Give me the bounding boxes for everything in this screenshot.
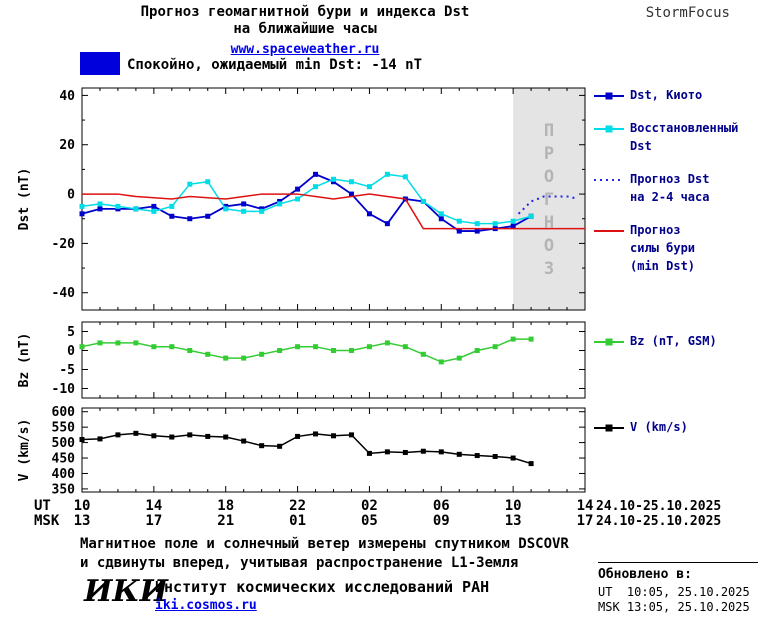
legend-bz: Bz (nT, GSM) — [594, 332, 756, 365]
spaceweather-link[interactable]: www.spaceweather.ru — [230, 42, 380, 57]
svg-text:-40: -40 — [52, 286, 76, 301]
updated-msk: MSK 13:05, 25.10.2025 — [598, 600, 750, 614]
forecast-region — [513, 88, 585, 310]
svg-text:0: 0 — [67, 188, 75, 203]
svg-text:40: 40 — [59, 89, 75, 104]
legend-item: V (km/s) — [594, 418, 756, 436]
svg-text:14: 14 — [145, 498, 162, 514]
svg-text:10: 10 — [505, 498, 522, 514]
svg-text:21: 21 — [217, 513, 234, 529]
svg-text:09: 09 — [433, 513, 450, 529]
legend-item: Восстановленный Dst — [594, 119, 756, 155]
storm-level-text: Спокойно, ожидаемый min Dst: -14 nT — [127, 57, 423, 73]
svg-text:450: 450 — [52, 452, 76, 467]
svg-text:17: 17 — [577, 513, 594, 529]
legend-label: V (km/s) — [630, 420, 688, 434]
bz-series-0 — [81, 338, 532, 363]
legend-swatch-icon — [594, 338, 624, 346]
updated-label: Обновлено в: — [598, 567, 692, 582]
svg-text:02: 02 — [361, 498, 378, 514]
legend-label: Восстановленный Dst — [630, 121, 739, 153]
legend-label: Bz (nT, GSM) — [630, 334, 717, 348]
page-title-line1: Прогноз геомагнитной бури и индекса Dst — [140, 4, 470, 20]
legend-swatch-icon — [594, 424, 624, 432]
institute-name: Институт космических исследований РАН — [155, 578, 490, 596]
svg-text:06: 06 — [433, 498, 450, 514]
svg-text:350: 350 — [52, 482, 76, 497]
dst-panel: 40 20 0 -20 -40 Dst (nT) — [17, 87, 586, 311]
svg-text:24.10-25.10.2025: 24.10-25.10.2025 — [596, 499, 721, 514]
svg-text:20: 20 — [59, 138, 75, 153]
svg-text:Dst (nT): Dst (nT) — [17, 168, 32, 231]
svg-text:5: 5 — [67, 325, 75, 340]
legend-swatch-icon — [594, 125, 624, 133]
v-series-0 — [81, 432, 532, 465]
legend-item: Прогноз силы бури (min Dst) — [594, 221, 756, 275]
svg-text:550: 550 — [52, 421, 76, 436]
svg-text:MSK: MSK — [34, 513, 60, 529]
iki-logo: ИКИ — [84, 574, 168, 609]
svg-text:22: 22 — [289, 498, 306, 514]
footnote-line1: Магнитное поле и солнечный ветер измерен… — [80, 536, 569, 552]
svg-text:24.10-25.10.2025: 24.10-25.10.2025 — [596, 514, 721, 529]
legend-swatch-icon — [594, 230, 624, 232]
svg-text:Bz (nT): Bz (nT) — [17, 333, 32, 388]
legend-v: V (km/s) — [594, 418, 756, 451]
svg-text:-10: -10 — [52, 382, 76, 397]
storm-level-swatch — [80, 52, 120, 75]
legend-swatch-icon — [594, 179, 624, 181]
svg-text:14: 14 — [577, 498, 594, 514]
svg-text:05: 05 — [361, 513, 378, 529]
svg-text:500: 500 — [52, 436, 76, 451]
page-title-line2: на ближайшие часы — [233, 21, 377, 37]
svg-text:18: 18 — [217, 498, 234, 514]
dst-series-2 — [517, 195, 579, 215]
svg-text:400: 400 — [52, 467, 76, 482]
legend-label: Dst, Киото — [630, 88, 703, 102]
svg-text:-5: -5 — [59, 363, 75, 378]
footnote-line2: и сдвинуты вперед, учитывая распростране… — [80, 555, 519, 571]
legend-item: Bz (nT, GSM) — [594, 332, 756, 350]
svg-text:V (km/s): V (km/s) — [17, 419, 32, 482]
legend-label: Прогноз силы бури (min Dst) — [630, 223, 696, 273]
svg-text:UT: UT — [34, 498, 51, 514]
svg-text:0: 0 — [67, 344, 75, 359]
brand-label: StormFocus — [645, 5, 730, 21]
dst-series-1 — [81, 173, 532, 225]
svg-text:13: 13 — [74, 513, 91, 529]
bz-panel: 5 0 -5 -10 Bz (nT) — [17, 321, 586, 399]
svg-text:17: 17 — [145, 513, 162, 529]
svg-text:01: 01 — [289, 513, 306, 529]
updated-block: Обновлено в: UT 10:05, 25.10.2025 MSK 13… — [598, 562, 758, 615]
legend-label: Прогноз Dst на 2-4 часа — [630, 172, 710, 204]
legend-dst: Dst, Киото Восстановленный Dst Прогноз Dst н… — [594, 86, 756, 290]
svg-text:10: 10 — [74, 498, 91, 514]
legend-item: Dst, Киото — [594, 86, 756, 104]
svg-text:13: 13 — [505, 513, 522, 529]
page-header: Прогноз геомагнитной бури и индекса Dst … — [40, 4, 570, 57]
iki-site-link[interactable]: iki.cosmos.ru — [155, 598, 257, 613]
legend-item: Прогноз Dst на 2-4 часа — [594, 170, 756, 206]
dst-series-3 — [82, 193, 585, 230]
svg-text:-20: -20 — [52, 237, 76, 252]
legend-swatch-icon — [594, 92, 624, 100]
svg-text:600: 600 — [52, 405, 76, 420]
updated-ut: UT 10:05, 25.10.2025 — [598, 585, 750, 599]
